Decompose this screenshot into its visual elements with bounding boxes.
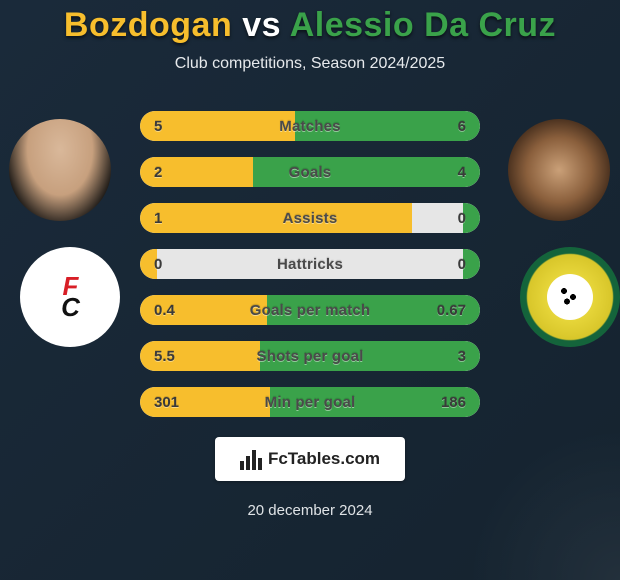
page-title: Bozdogan vs Alessio Da Cruz: [64, 6, 556, 45]
logo-bar: [252, 450, 256, 470]
stat-label: Shots per goal: [140, 341, 480, 371]
logo-bar: [258, 458, 262, 470]
title-player1: Bozdogan: [64, 6, 232, 44]
date-text: 20 december 2024: [247, 502, 372, 519]
fctables-text: FcTables.com: [268, 449, 380, 469]
fctables-logo-icon: [240, 448, 262, 470]
comparison-card: Bozdogan vs Alessio Da Cruz Club competi…: [0, 0, 620, 580]
stat-row: 301186Min per goal: [140, 387, 480, 417]
subtitle: Club competitions, Season 2024/2025: [175, 55, 445, 73]
player2-avatar: [508, 119, 610, 221]
stat-row: 10Assists: [140, 203, 480, 233]
stat-label: Matches: [140, 111, 480, 141]
stat-label: Goals: [140, 157, 480, 187]
player1-club-crest: F C: [20, 247, 120, 347]
logo-bar: [240, 461, 244, 470]
stat-row: 5.53Shots per goal: [140, 341, 480, 371]
stat-label: Min per goal: [140, 387, 480, 417]
stat-label: Assists: [140, 203, 480, 233]
fctables-badge: FcTables.com: [215, 437, 405, 481]
player1-avatar: [9, 119, 111, 221]
stat-row: 0.40.67Goals per match: [140, 295, 480, 325]
stat-label: Hattricks: [140, 249, 480, 279]
player2-club-crest: [520, 247, 620, 347]
stat-row: 56Matches: [140, 111, 480, 141]
crest-ball-icon: [547, 274, 593, 320]
crest-fc-letters: F C: [61, 276, 79, 318]
stat-label: Goals per match: [140, 295, 480, 325]
logo-bar: [246, 456, 250, 470]
title-player2: Alessio Da Cruz: [290, 6, 556, 44]
stat-bars: 56Matches 24Goals 10Assists 00Hattricks 0.40…: [140, 111, 480, 417]
stat-row: 00Hattricks: [140, 249, 480, 279]
crest-letter-c: C: [61, 297, 79, 318]
face-placeholder: [508, 119, 610, 221]
title-vs: vs: [242, 6, 281, 44]
stat-row: 24Goals: [140, 157, 480, 187]
face-placeholder: [9, 119, 111, 221]
